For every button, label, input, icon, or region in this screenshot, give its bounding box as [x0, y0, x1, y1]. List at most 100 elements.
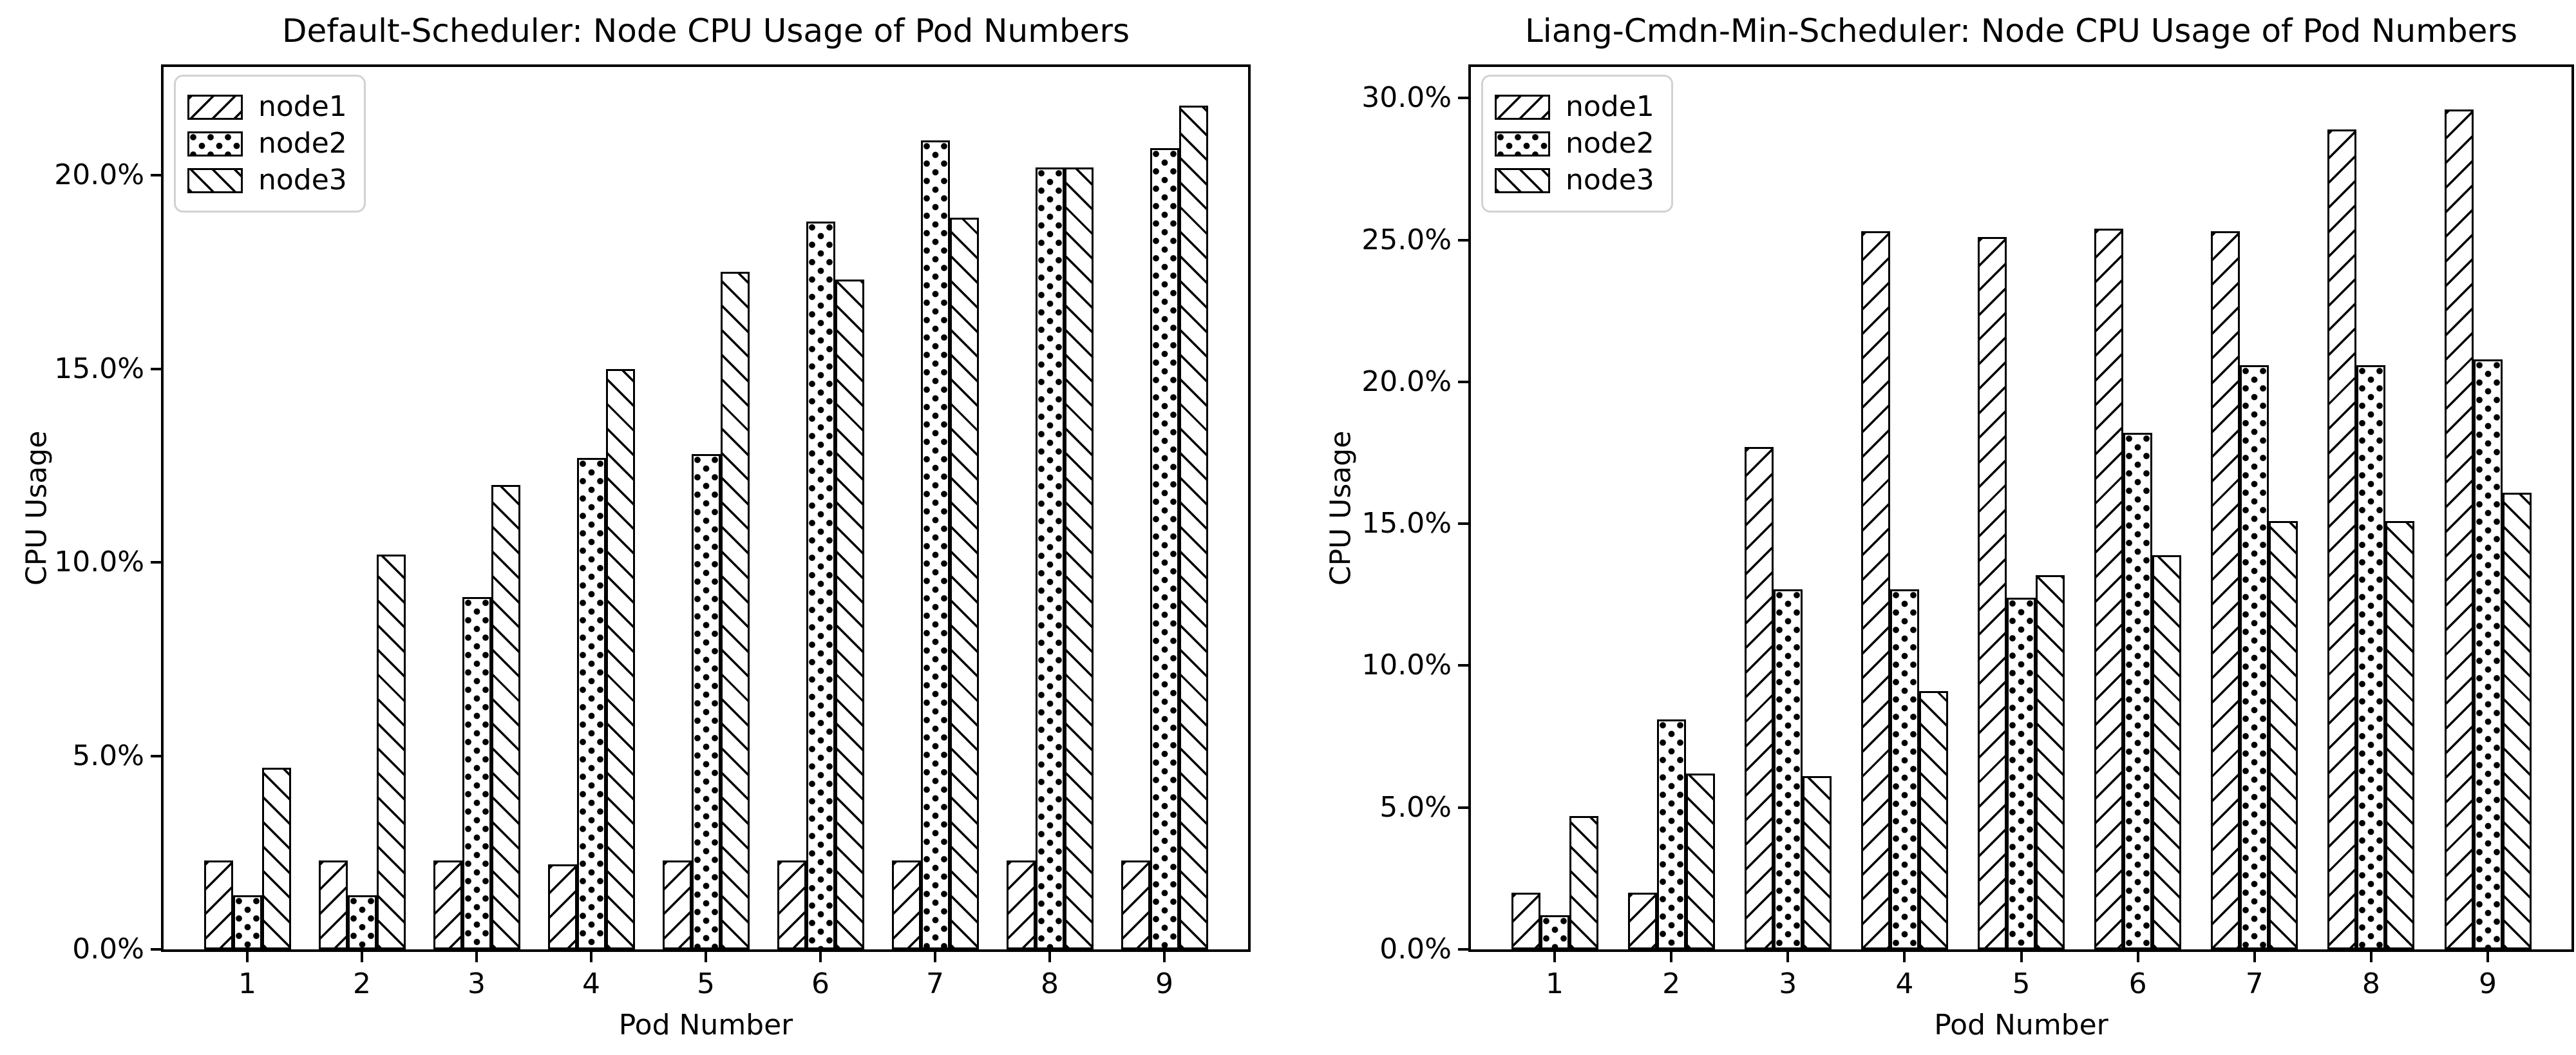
- y-tickmark: [151, 174, 161, 177]
- x-tick-label: 7: [2245, 967, 2264, 1000]
- bar-node3-pod1: [261, 768, 291, 949]
- bar-node1-pod3: [1744, 447, 1774, 949]
- bar-node1-pod2: [1627, 893, 1657, 949]
- x-tickmark: [1786, 952, 1790, 962]
- legend-item-node3: node3: [1495, 165, 1654, 196]
- bar-node2-pod6: [806, 222, 835, 949]
- bar-node2-pod3: [462, 597, 491, 949]
- plot-area: node1 node2 node3: [161, 64, 1251, 952]
- bar-node3-pod5: [2036, 575, 2065, 949]
- y-tick-label: 15.0%: [54, 352, 144, 385]
- bar-node3-pod6: [835, 280, 864, 949]
- y-tickmark: [1458, 380, 1468, 383]
- x-tickmark: [590, 952, 592, 962]
- bar-node1-pod3: [433, 860, 462, 949]
- bar-node1-pod4: [547, 864, 577, 949]
- bar-node2-pod7: [2240, 365, 2269, 949]
- y-tickmark: [1458, 664, 1468, 667]
- legend-label-node2: node2: [258, 127, 347, 160]
- bar-node1-pod5: [1978, 237, 2007, 949]
- x-tickmark: [2486, 952, 2489, 962]
- bar-node3-pod3: [1802, 776, 1832, 949]
- bar-node3-pod3: [491, 485, 520, 949]
- y-tickmark: [151, 754, 161, 757]
- x-tick-label: 4: [1895, 967, 1914, 1000]
- bar-node1-pod2: [318, 860, 348, 949]
- x-tick-label: 9: [1155, 967, 1173, 1000]
- legend: node1 node2 node3: [174, 75, 366, 213]
- legend-swatch-node1-icon: [1495, 94, 1550, 120]
- bar-node1-pod6: [777, 860, 806, 949]
- y-tick-label: 5.0%: [72, 739, 144, 772]
- y-tick-label: 25.0%: [1361, 223, 1452, 256]
- bar-node2-pod9: [1150, 148, 1179, 949]
- bar-node3-pod8: [1064, 167, 1094, 949]
- x-tickmark: [819, 952, 822, 962]
- bar-node1-pod7: [2211, 231, 2240, 949]
- y-tickmark: [1458, 806, 1468, 809]
- x-tickmark: [2253, 952, 2256, 962]
- bar-node3-pod4: [1918, 691, 1948, 949]
- bar-node3-pod2: [376, 555, 406, 949]
- x-tick-label: 2: [353, 967, 371, 1000]
- x-tickmark: [1048, 952, 1051, 962]
- bar-node1-pod5: [662, 860, 692, 949]
- x-tick-label: 6: [2128, 967, 2147, 1000]
- x-tickmark: [246, 952, 249, 962]
- bar-node2-pod2: [1656, 719, 1686, 949]
- bar-node2-pod1: [232, 895, 262, 949]
- bar-node2-pod8: [2356, 365, 2386, 949]
- bar-node1-pod8: [1006, 860, 1036, 949]
- y-tick-label: 20.0%: [1361, 365, 1452, 398]
- bar-node2-pod6: [2123, 433, 2153, 949]
- x-tickmark: [2369, 952, 2372, 962]
- y-tick-label: 20.0%: [54, 158, 144, 192]
- x-tick-label: 9: [2479, 967, 2497, 1000]
- bar-node3-pod5: [720, 272, 750, 949]
- bar-node3-pod1: [1569, 816, 1598, 949]
- legend-label-node3: node3: [1566, 164, 1654, 196]
- x-tickmark: [1670, 952, 1673, 962]
- bars-layer: [164, 67, 1248, 949]
- bar-node1-pod1: [1511, 893, 1540, 949]
- legend-swatch-node2-icon: [187, 131, 243, 157]
- legend-swatch-node3-icon: [187, 167, 243, 193]
- y-tickmark: [1458, 522, 1468, 526]
- y-tick-label: 30.0%: [1361, 81, 1452, 115]
- x-tickmark: [1163, 952, 1166, 962]
- bar-node3-pod8: [2385, 521, 2415, 949]
- bar-node2-pod7: [920, 140, 950, 949]
- y-tick-label: 0.0%: [1379, 933, 1452, 965]
- x-axis-label: Pod Number: [618, 1009, 793, 1041]
- y-tick-label: 0.0%: [72, 933, 144, 965]
- y-tickmark: [1458, 948, 1468, 951]
- bar-node2-pod5: [691, 454, 721, 949]
- x-tickmark: [934, 952, 936, 962]
- y-tickmark: [1458, 238, 1468, 242]
- x-tick-label: 7: [926, 967, 944, 1000]
- chart-title: Liang-Cmdn-Min-Scheduler: Node CPU Usage…: [1524, 12, 2518, 50]
- bar-node3-pod6: [2152, 555, 2182, 949]
- bar-node2-pod2: [347, 895, 377, 949]
- x-tick-label: 8: [1041, 967, 1059, 1000]
- y-tickmark: [1458, 97, 1468, 100]
- bar-node2-pod4: [1889, 589, 1919, 949]
- bar-node1-pod8: [2327, 129, 2357, 949]
- legend-label-node1: node1: [1566, 90, 1654, 123]
- bar-node2-pod1: [1540, 915, 1569, 949]
- x-tick-label: 5: [2012, 967, 2031, 1000]
- x-axis-label: Pod Number: [1934, 1009, 2108, 1041]
- legend: node1 node2 node3: [1481, 75, 1673, 213]
- legend-item-node2: node2: [187, 128, 347, 159]
- x-tick-label: 6: [811, 967, 829, 1000]
- legend-label-node2: node2: [1566, 127, 1654, 160]
- legend-swatch-node2-icon: [1495, 131, 1550, 157]
- legend-swatch-node1-icon: [187, 94, 243, 120]
- legend-item-node1: node1: [187, 91, 347, 122]
- bar-node3-pod4: [605, 369, 635, 949]
- x-tick-label: 3: [1779, 967, 1797, 1000]
- x-tickmark: [705, 952, 707, 962]
- bar-node2-pod8: [1035, 167, 1065, 949]
- legend-item-node2: node2: [1495, 128, 1654, 159]
